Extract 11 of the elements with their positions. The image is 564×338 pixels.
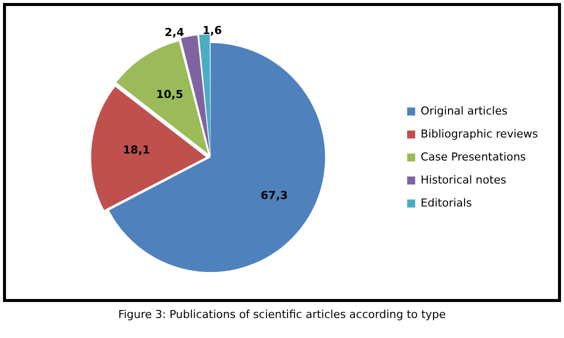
legend-label: Editorials [420,196,472,210]
data-label: 1,6 [202,24,222,38]
data-label: 10,5 [156,88,184,102]
legend-label: Bibliographic reviews [420,127,538,140]
legend-label: Original articles [420,104,508,118]
data-label: 67,3 [260,188,288,202]
caption: Figure 3: Publications of scientific articles according to type [117,308,447,321]
legend-label: Historical notes [420,173,506,186]
data-label: 2,4 [164,26,184,39]
data-label: 18,1 [122,144,150,157]
legend-label: Case Presentations [420,150,526,164]
